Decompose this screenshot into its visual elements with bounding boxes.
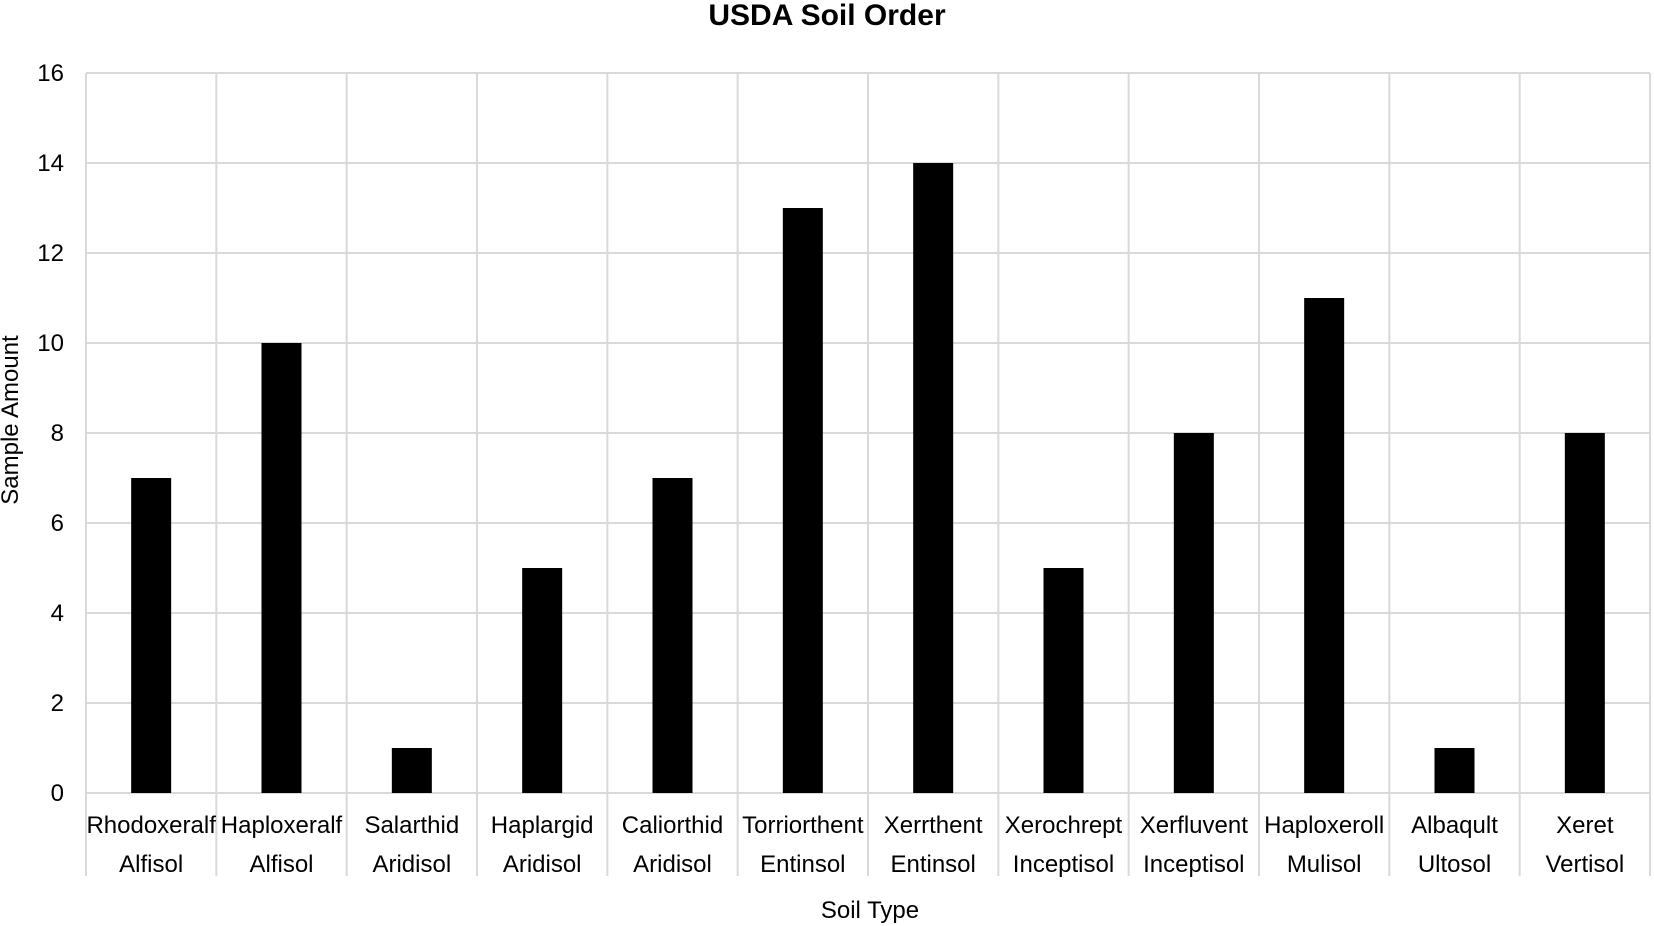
bar-haplargid: [522, 568, 563, 793]
x-group-label: Alfisol: [119, 851, 183, 878]
x-axis-categories: Rhodoxeralf Alfisol Haploxeralf Alfisol Sala…: [86, 812, 1624, 878]
bar-xeret: [1564, 433, 1605, 793]
x-group-label: Inceptisol: [1013, 851, 1114, 878]
x-tick-label: Rhodoxeralf: [86, 812, 216, 839]
bar-xerochrept: [1043, 568, 1084, 793]
x-tick-label: Haploxeralf: [221, 812, 343, 839]
x-group-label: Alfisol: [249, 851, 313, 878]
x-group-label: Aridisol: [633, 851, 712, 878]
x-tick-label: Albaqult: [1411, 812, 1498, 839]
x-group-label: Ultosol: [1418, 851, 1491, 878]
y-axis-label: Sample Amount: [0, 335, 24, 505]
bar-torriorthent: [782, 208, 823, 793]
bar-salarthid: [391, 748, 432, 793]
bar-caliorthid: [652, 478, 693, 793]
y-axis-ticks: 0 2 4 6 8 10 12 14 16: [37, 60, 64, 807]
x-tick-label: Caliorthid: [622, 812, 723, 839]
x-tick-label: Haploxeroll: [1264, 812, 1384, 839]
bar-albaqult: [1434, 748, 1475, 793]
x-group-label: Inceptisol: [1143, 851, 1244, 878]
y-tick-label: 14: [37, 150, 64, 177]
x-tick-label: Torriorthent: [742, 812, 864, 839]
y-tick-label: 12: [37, 240, 64, 267]
y-tick-label: 6: [51, 510, 64, 537]
y-tick-label: 10: [37, 330, 64, 357]
x-group-label: Entinsol: [890, 851, 975, 878]
bar-haploxeroll: [1304, 298, 1345, 793]
bar-haploxeralf: [261, 343, 302, 793]
bars: [131, 163, 1605, 793]
gridlines: [85, 72, 1651, 876]
y-tick-label: 8: [51, 420, 64, 447]
x-tick-label: Xerfluvent: [1140, 812, 1248, 839]
x-axis-label: Soil Type: [821, 897, 919, 924]
bar-rhodoxeralf: [131, 478, 172, 793]
x-group-label: Aridisol: [503, 851, 582, 878]
y-tick-label: 2: [51, 690, 64, 717]
x-tick-label: Xerochrept: [1005, 812, 1123, 839]
x-group-label: Vertisol: [1545, 851, 1624, 878]
y-tick-label: 16: [37, 60, 64, 87]
x-group-label: Aridisol: [372, 851, 451, 878]
x-tick-label: Xeret: [1556, 812, 1614, 839]
x-tick-label: Xerrthent: [884, 812, 983, 839]
x-tick-label: Salarthid: [364, 812, 459, 839]
bar-xerfluvent: [1173, 433, 1214, 793]
chart-title: USDA Soil Order: [708, 0, 946, 32]
y-tick-label: 4: [51, 600, 64, 627]
y-tick-label: 0: [51, 780, 64, 807]
x-group-label: Entinsol: [760, 851, 845, 878]
x-group-label: Mulisol: [1287, 851, 1362, 878]
x-tick-label: Haplargid: [491, 812, 594, 839]
bar-xerrthent: [913, 163, 954, 793]
